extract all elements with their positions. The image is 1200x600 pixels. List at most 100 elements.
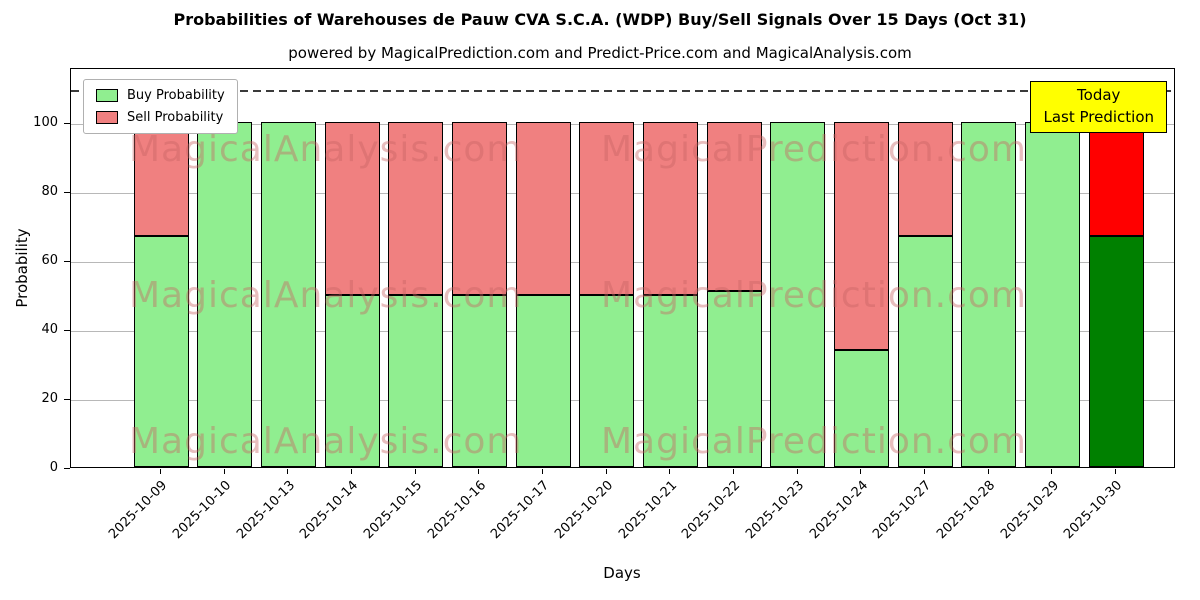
x-tick-label: 2025-10-20 [552,478,617,543]
buy-segment [1088,235,1144,467]
x-tick-mark [669,469,671,474]
sell-segment [324,122,380,295]
x-tick-label: 2025-10-29 [997,478,1062,543]
x-tick-mark [478,469,480,474]
today-annotation-line2: Last Prediction [1043,107,1154,126]
watermark-text: MagicalPrediction.com [601,129,1027,170]
buy-segment [260,122,316,467]
bar-2025-10-21 [642,122,698,467]
x-tick-mark [542,469,543,474]
x-tick-label: 2025-10-24 [806,478,871,543]
buy-segment [451,294,507,467]
x-tick-label: 2025-10-27 [870,478,935,543]
x-tick-mark [860,469,862,474]
legend-item-buy: Buy Probability [96,88,225,103]
bar-2025-10-10 [197,122,253,467]
y-tick-mark [64,399,70,401]
buy-segment [770,122,826,467]
legend-swatch-sell [96,111,118,124]
watermark-text: MagicalAnalysis.com [129,275,523,316]
buy-segment [388,294,444,467]
x-tick-label: 2025-10-23 [743,478,808,543]
buy-segment [642,294,698,467]
legend-label-buy: Buy Probability [127,88,225,103]
buy-segment [515,294,571,467]
x-tick-label: 2025-10-16 [424,478,489,543]
legend-label-sell: Sell Probability [127,110,224,125]
x-tick-label: 2025-10-15 [361,478,426,543]
watermark-text: MagicalAnalysis.com [129,421,523,462]
bar-2025-10-16 [451,122,507,467]
x-tick-label: 2025-10-10 [170,478,235,543]
chart-title: Probabilities of Warehouses de Pauw CVA … [173,10,1027,29]
x-tick-mark [287,469,289,474]
sell-segment [833,122,889,350]
legend: Buy Probability Sell Probability [83,79,238,134]
x-tick-mark [605,469,607,474]
buy-segment [197,122,253,467]
watermark-text: MagicalPrediction.com [601,275,1027,316]
bar-2025-10-14 [324,122,380,467]
sell-segment [515,122,571,295]
y-tick-label: 20 [41,391,58,407]
bar-2025-10-22 [706,122,762,467]
buy-segment [579,294,635,467]
x-tick-label: 2025-10-09 [106,478,171,543]
threshold-dashed-line [71,89,1174,92]
buy-segment [706,291,762,467]
bar-2025-10-27 [897,122,953,467]
x-tick-label: 2025-10-28 [934,478,999,543]
x-tick-mark [414,469,416,474]
buy-segment [897,235,953,467]
legend-item-sell: Sell Probability [96,110,225,125]
x-tick-mark [924,469,925,474]
x-tick-label: 2025-10-13 [233,478,298,543]
x-tick-label: 2025-10-22 [679,478,744,543]
x-tick-mark [1051,469,1053,474]
bar-2025-10-09 [133,122,189,467]
x-tick-mark [733,469,734,474]
plot-area: MagicalAnalysis.com MagicalPrediction.com… [70,68,1175,468]
buy-segment [833,349,889,467]
y-tick-label: 100 [33,115,58,131]
legend-swatch-buy [96,89,118,102]
y-tick-mark [64,261,70,263]
x-tick-label: 2025-10-21 [615,478,680,543]
today-annotation-line1: Today [1077,86,1121,104]
watermark-text: MagicalAnalysis.com [129,129,523,170]
x-tick-label: 2025-10-14 [297,478,362,543]
x-tick-mark [987,469,989,474]
x-tick-mark [223,469,225,474]
x-tick-mark [160,469,161,474]
x-tick-mark [796,469,798,474]
bar-2025-10-15 [388,122,444,467]
today-annotation: Today Last Prediction [1030,81,1167,133]
y-tick-mark [64,123,70,125]
bar-2025-10-28 [961,122,1017,467]
y-tick-mark [64,468,70,469]
x-axis-label: Days [603,564,641,582]
sell-segment [133,122,189,236]
y-tick-mark [64,192,70,194]
bar-2025-10-30 [1088,122,1144,467]
bar-2025-10-20 [579,122,635,467]
buy-segment [961,122,1017,467]
sell-segment [451,122,507,295]
y-tick-mark [64,330,70,332]
x-tick-mark [351,469,352,474]
bar-2025-10-17 [515,122,571,467]
bar-2025-10-24 [833,122,889,467]
chart-subtitle: powered by MagicalPrediction.com and Pre… [288,44,912,62]
sell-segment [1088,122,1144,236]
sell-segment [388,122,444,295]
buy-segment [1024,122,1080,467]
x-tick-mark [1115,469,1116,474]
y-tick-label: 0 [49,460,58,475]
sell-segment [706,122,762,292]
y-tick-label: 80 [41,184,58,200]
buy-segment [133,235,189,467]
bar-2025-10-13 [260,122,316,467]
bar-2025-10-23 [770,122,826,467]
y-tick-label: 60 [41,253,58,269]
